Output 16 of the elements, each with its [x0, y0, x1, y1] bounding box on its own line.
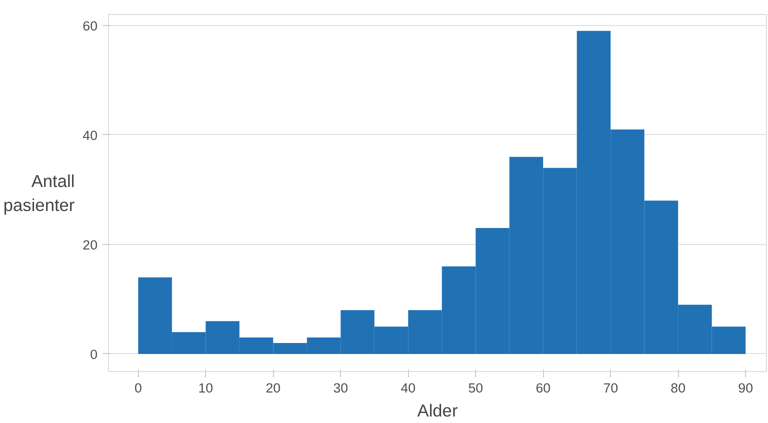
- y-tick-label: 40: [82, 128, 98, 143]
- x-tick-label: 0: [134, 380, 142, 396]
- y-tick-label: 0: [90, 346, 98, 362]
- x-tick-label: 10: [198, 380, 214, 396]
- x-tick-label: 60: [536, 380, 551, 396]
- y-tick-label: 60: [82, 18, 98, 34]
- y-axis-title: Antall pasienter: [3, 171, 75, 215]
- x-tick-label: 70: [603, 380, 618, 396]
- y-tick-label: 20: [82, 237, 98, 252]
- x-tick-label: 50: [468, 380, 484, 396]
- x-tick-label: 40: [400, 380, 416, 396]
- x-tick-label: 30: [333, 380, 348, 396]
- x-tick-label: 90: [738, 380, 753, 396]
- x-tick-label: 20: [266, 380, 281, 396]
- x-axis-title: Alder: [417, 400, 458, 420]
- x-tick-label: 80: [670, 380, 686, 396]
